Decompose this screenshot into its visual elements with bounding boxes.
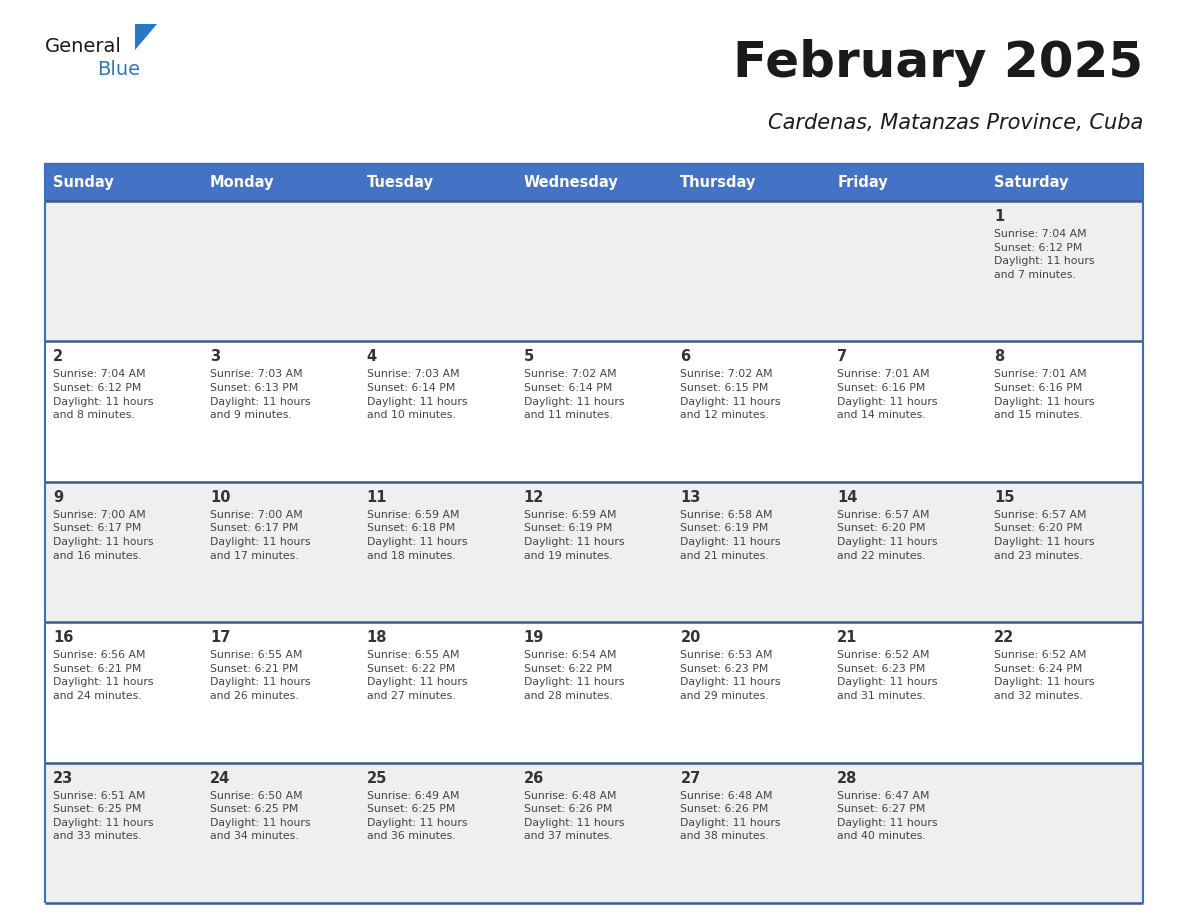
Text: Sunrise: 7:04 AM
Sunset: 6:12 PM
Daylight: 11 hours
and 8 minutes.: Sunrise: 7:04 AM Sunset: 6:12 PM Dayligh… (53, 369, 153, 420)
Text: 19: 19 (524, 630, 544, 645)
Text: 13: 13 (681, 490, 701, 505)
Text: Wednesday: Wednesday (524, 174, 618, 189)
Text: 20: 20 (681, 630, 701, 645)
FancyBboxPatch shape (45, 341, 1143, 482)
Text: Sunrise: 6:53 AM
Sunset: 6:23 PM
Daylight: 11 hours
and 29 minutes.: Sunrise: 6:53 AM Sunset: 6:23 PM Dayligh… (681, 650, 781, 701)
Text: Sunrise: 6:49 AM
Sunset: 6:25 PM
Daylight: 11 hours
and 36 minutes.: Sunrise: 6:49 AM Sunset: 6:25 PM Dayligh… (367, 790, 467, 842)
Text: Sunrise: 6:59 AM
Sunset: 6:19 PM
Daylight: 11 hours
and 19 minutes.: Sunrise: 6:59 AM Sunset: 6:19 PM Dayligh… (524, 509, 624, 561)
Text: 5: 5 (524, 350, 533, 364)
Text: 6: 6 (681, 350, 690, 364)
Text: Sunrise: 6:57 AM
Sunset: 6:20 PM
Daylight: 11 hours
and 23 minutes.: Sunrise: 6:57 AM Sunset: 6:20 PM Dayligh… (994, 509, 1094, 561)
Text: Sunrise: 6:54 AM
Sunset: 6:22 PM
Daylight: 11 hours
and 28 minutes.: Sunrise: 6:54 AM Sunset: 6:22 PM Dayligh… (524, 650, 624, 701)
Text: 2: 2 (53, 350, 63, 364)
Text: Sunday: Sunday (52, 174, 114, 189)
Text: Sunrise: 7:01 AM
Sunset: 6:16 PM
Daylight: 11 hours
and 15 minutes.: Sunrise: 7:01 AM Sunset: 6:16 PM Dayligh… (994, 369, 1094, 420)
Text: 22: 22 (994, 630, 1015, 645)
Text: 21: 21 (838, 630, 858, 645)
Text: 7: 7 (838, 350, 847, 364)
Text: February 2025: February 2025 (733, 39, 1143, 87)
FancyBboxPatch shape (45, 201, 1143, 341)
Text: Sunrise: 6:56 AM
Sunset: 6:21 PM
Daylight: 11 hours
and 24 minutes.: Sunrise: 6:56 AM Sunset: 6:21 PM Dayligh… (53, 650, 153, 701)
Text: Sunrise: 6:55 AM
Sunset: 6:22 PM
Daylight: 11 hours
and 27 minutes.: Sunrise: 6:55 AM Sunset: 6:22 PM Dayligh… (367, 650, 467, 701)
Text: Thursday: Thursday (681, 174, 757, 189)
Polygon shape (135, 24, 157, 50)
Text: Sunrise: 6:47 AM
Sunset: 6:27 PM
Daylight: 11 hours
and 40 minutes.: Sunrise: 6:47 AM Sunset: 6:27 PM Dayligh… (838, 790, 937, 842)
FancyBboxPatch shape (672, 163, 829, 201)
Text: Sunrise: 6:58 AM
Sunset: 6:19 PM
Daylight: 11 hours
and 21 minutes.: Sunrise: 6:58 AM Sunset: 6:19 PM Dayligh… (681, 509, 781, 561)
Text: 3: 3 (210, 350, 220, 364)
Text: Saturday: Saturday (994, 174, 1068, 189)
FancyBboxPatch shape (829, 163, 986, 201)
FancyBboxPatch shape (516, 163, 672, 201)
Text: 10: 10 (210, 490, 230, 505)
Text: 9: 9 (53, 490, 63, 505)
Text: 24: 24 (210, 770, 230, 786)
FancyBboxPatch shape (986, 163, 1143, 201)
FancyBboxPatch shape (45, 163, 202, 201)
Text: 25: 25 (367, 770, 387, 786)
Text: 12: 12 (524, 490, 544, 505)
FancyBboxPatch shape (202, 163, 359, 201)
Text: Sunrise: 6:57 AM
Sunset: 6:20 PM
Daylight: 11 hours
and 22 minutes.: Sunrise: 6:57 AM Sunset: 6:20 PM Dayligh… (838, 509, 937, 561)
FancyBboxPatch shape (45, 763, 1143, 903)
Text: 11: 11 (367, 490, 387, 505)
Text: 27: 27 (681, 770, 701, 786)
Text: Sunrise: 7:00 AM
Sunset: 6:17 PM
Daylight: 11 hours
and 16 minutes.: Sunrise: 7:00 AM Sunset: 6:17 PM Dayligh… (53, 509, 153, 561)
Text: Sunrise: 7:01 AM
Sunset: 6:16 PM
Daylight: 11 hours
and 14 minutes.: Sunrise: 7:01 AM Sunset: 6:16 PM Dayligh… (838, 369, 937, 420)
FancyBboxPatch shape (359, 163, 516, 201)
Text: 23: 23 (53, 770, 74, 786)
Text: Sunrise: 6:52 AM
Sunset: 6:23 PM
Daylight: 11 hours
and 31 minutes.: Sunrise: 6:52 AM Sunset: 6:23 PM Dayligh… (838, 650, 937, 701)
Text: 16: 16 (53, 630, 74, 645)
Text: 8: 8 (994, 350, 1004, 364)
Text: 14: 14 (838, 490, 858, 505)
Text: Sunrise: 7:02 AM
Sunset: 6:14 PM
Daylight: 11 hours
and 11 minutes.: Sunrise: 7:02 AM Sunset: 6:14 PM Dayligh… (524, 369, 624, 420)
Text: Friday: Friday (838, 174, 887, 189)
Text: Sunrise: 6:50 AM
Sunset: 6:25 PM
Daylight: 11 hours
and 34 minutes.: Sunrise: 6:50 AM Sunset: 6:25 PM Dayligh… (210, 790, 310, 842)
Text: Tuesday: Tuesday (367, 174, 434, 189)
Text: Sunrise: 7:04 AM
Sunset: 6:12 PM
Daylight: 11 hours
and 7 minutes.: Sunrise: 7:04 AM Sunset: 6:12 PM Dayligh… (994, 229, 1094, 280)
Text: Sunrise: 6:48 AM
Sunset: 6:26 PM
Daylight: 11 hours
and 37 minutes.: Sunrise: 6:48 AM Sunset: 6:26 PM Dayligh… (524, 790, 624, 842)
FancyBboxPatch shape (45, 482, 1143, 622)
Text: Blue: Blue (97, 60, 140, 79)
Text: Sunrise: 6:55 AM
Sunset: 6:21 PM
Daylight: 11 hours
and 26 minutes.: Sunrise: 6:55 AM Sunset: 6:21 PM Dayligh… (210, 650, 310, 701)
Text: 18: 18 (367, 630, 387, 645)
Text: 17: 17 (210, 630, 230, 645)
Text: Sunrise: 7:03 AM
Sunset: 6:13 PM
Daylight: 11 hours
and 9 minutes.: Sunrise: 7:03 AM Sunset: 6:13 PM Dayligh… (210, 369, 310, 420)
Text: Sunrise: 7:03 AM
Sunset: 6:14 PM
Daylight: 11 hours
and 10 minutes.: Sunrise: 7:03 AM Sunset: 6:14 PM Dayligh… (367, 369, 467, 420)
Text: Cardenas, Matanzas Province, Cuba: Cardenas, Matanzas Province, Cuba (767, 113, 1143, 133)
Text: 1: 1 (994, 209, 1004, 224)
Text: 28: 28 (838, 770, 858, 786)
Text: Sunrise: 6:48 AM
Sunset: 6:26 PM
Daylight: 11 hours
and 38 minutes.: Sunrise: 6:48 AM Sunset: 6:26 PM Dayligh… (681, 790, 781, 842)
Text: 15: 15 (994, 490, 1015, 505)
Text: Sunrise: 7:00 AM
Sunset: 6:17 PM
Daylight: 11 hours
and 17 minutes.: Sunrise: 7:00 AM Sunset: 6:17 PM Dayligh… (210, 509, 310, 561)
Text: Sunrise: 6:52 AM
Sunset: 6:24 PM
Daylight: 11 hours
and 32 minutes.: Sunrise: 6:52 AM Sunset: 6:24 PM Dayligh… (994, 650, 1094, 701)
Text: 4: 4 (367, 350, 377, 364)
Text: General: General (45, 37, 122, 56)
Text: Sunrise: 6:51 AM
Sunset: 6:25 PM
Daylight: 11 hours
and 33 minutes.: Sunrise: 6:51 AM Sunset: 6:25 PM Dayligh… (53, 790, 153, 842)
Text: Monday: Monday (210, 174, 274, 189)
Text: 26: 26 (524, 770, 544, 786)
Text: Sunrise: 6:59 AM
Sunset: 6:18 PM
Daylight: 11 hours
and 18 minutes.: Sunrise: 6:59 AM Sunset: 6:18 PM Dayligh… (367, 509, 467, 561)
FancyBboxPatch shape (45, 622, 1143, 763)
Text: Sunrise: 7:02 AM
Sunset: 6:15 PM
Daylight: 11 hours
and 12 minutes.: Sunrise: 7:02 AM Sunset: 6:15 PM Dayligh… (681, 369, 781, 420)
